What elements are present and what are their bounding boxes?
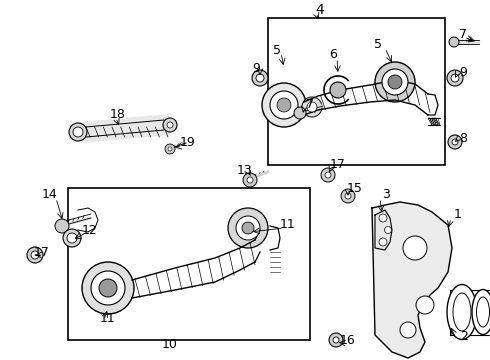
Text: 12: 12 bbox=[82, 224, 98, 237]
Text: 15: 15 bbox=[347, 181, 363, 194]
Text: 7: 7 bbox=[459, 27, 467, 40]
Circle shape bbox=[167, 122, 173, 128]
Circle shape bbox=[67, 233, 77, 243]
Circle shape bbox=[27, 247, 43, 263]
Ellipse shape bbox=[447, 284, 477, 339]
Circle shape bbox=[82, 262, 134, 314]
Circle shape bbox=[385, 226, 392, 234]
Circle shape bbox=[247, 177, 253, 183]
Circle shape bbox=[228, 208, 268, 248]
Text: 17: 17 bbox=[330, 158, 346, 171]
Text: 9: 9 bbox=[252, 62, 260, 75]
Circle shape bbox=[447, 70, 463, 86]
Text: 14: 14 bbox=[42, 189, 58, 202]
Circle shape bbox=[400, 322, 416, 338]
Text: 3: 3 bbox=[382, 189, 390, 202]
Circle shape bbox=[388, 75, 402, 89]
Circle shape bbox=[63, 229, 81, 247]
Circle shape bbox=[321, 168, 335, 182]
Circle shape bbox=[277, 98, 291, 112]
Circle shape bbox=[73, 127, 83, 137]
Text: 7: 7 bbox=[306, 99, 314, 112]
Circle shape bbox=[91, 271, 125, 305]
Circle shape bbox=[451, 74, 459, 82]
Circle shape bbox=[379, 238, 387, 246]
Circle shape bbox=[448, 135, 462, 149]
Circle shape bbox=[345, 193, 351, 199]
Circle shape bbox=[69, 123, 87, 141]
Circle shape bbox=[382, 69, 408, 95]
Circle shape bbox=[55, 219, 69, 233]
Text: 18: 18 bbox=[110, 108, 126, 122]
Circle shape bbox=[329, 333, 343, 347]
Circle shape bbox=[416, 296, 434, 314]
Circle shape bbox=[31, 251, 39, 259]
Bar bbox=[268, 18, 445, 165]
Circle shape bbox=[252, 70, 268, 86]
Circle shape bbox=[256, 74, 264, 82]
Circle shape bbox=[307, 102, 317, 112]
Text: 5: 5 bbox=[374, 39, 382, 51]
Circle shape bbox=[449, 37, 459, 47]
Ellipse shape bbox=[472, 289, 490, 334]
Circle shape bbox=[163, 118, 177, 132]
Text: 19: 19 bbox=[180, 136, 196, 149]
Circle shape bbox=[333, 337, 339, 343]
Circle shape bbox=[270, 91, 298, 119]
Circle shape bbox=[242, 222, 254, 234]
Circle shape bbox=[403, 236, 427, 260]
Circle shape bbox=[99, 279, 117, 297]
Circle shape bbox=[243, 173, 257, 187]
Text: 9: 9 bbox=[459, 67, 467, 80]
Circle shape bbox=[168, 147, 172, 151]
Circle shape bbox=[294, 107, 306, 119]
Text: 4: 4 bbox=[316, 3, 324, 17]
Circle shape bbox=[262, 83, 306, 127]
Polygon shape bbox=[375, 210, 392, 250]
Text: 5: 5 bbox=[273, 44, 281, 57]
Ellipse shape bbox=[476, 297, 490, 327]
Text: 16: 16 bbox=[340, 333, 356, 346]
Polygon shape bbox=[372, 202, 452, 358]
Text: 2: 2 bbox=[460, 329, 468, 342]
Circle shape bbox=[375, 62, 415, 102]
Ellipse shape bbox=[453, 293, 471, 331]
Text: 1: 1 bbox=[454, 208, 462, 221]
Text: 10: 10 bbox=[162, 338, 178, 351]
Text: 11: 11 bbox=[280, 219, 296, 231]
Circle shape bbox=[165, 144, 175, 154]
Text: 13: 13 bbox=[237, 163, 253, 176]
Circle shape bbox=[302, 97, 322, 117]
Text: 11: 11 bbox=[100, 311, 116, 324]
Circle shape bbox=[325, 172, 331, 178]
Bar bbox=[68, 188, 310, 340]
Circle shape bbox=[341, 189, 355, 203]
Text: 8: 8 bbox=[459, 131, 467, 144]
Circle shape bbox=[452, 139, 458, 145]
Text: 6: 6 bbox=[329, 49, 337, 62]
Circle shape bbox=[330, 82, 346, 98]
Circle shape bbox=[379, 214, 387, 222]
Circle shape bbox=[236, 216, 260, 240]
Text: 17: 17 bbox=[34, 246, 50, 258]
